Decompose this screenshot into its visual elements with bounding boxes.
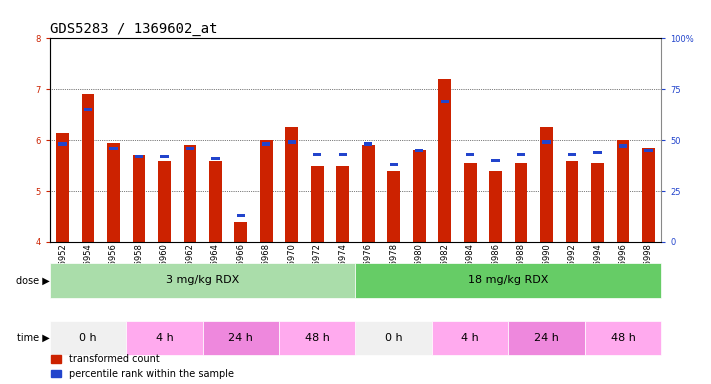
Bar <box>135 155 143 158</box>
Bar <box>84 108 92 111</box>
Text: time ▶: time ▶ <box>17 333 50 343</box>
Bar <box>279 321 356 355</box>
Bar <box>50 321 127 355</box>
Bar <box>336 166 349 242</box>
Bar <box>183 145 196 242</box>
Bar <box>58 142 67 146</box>
Bar <box>616 140 629 242</box>
Bar <box>517 152 525 156</box>
Bar <box>438 79 451 242</box>
Bar <box>566 161 579 242</box>
Bar <box>235 222 247 242</box>
Text: 3 mg/kg RDX: 3 mg/kg RDX <box>166 275 240 285</box>
Bar <box>186 147 194 150</box>
Text: 0 h: 0 h <box>385 333 402 343</box>
Text: 24 h: 24 h <box>228 333 253 343</box>
Bar <box>203 321 279 355</box>
Bar <box>642 148 655 242</box>
Bar <box>594 151 602 154</box>
Bar <box>466 152 474 156</box>
Text: 4 h: 4 h <box>461 333 479 343</box>
Bar <box>568 152 576 156</box>
Bar <box>311 166 324 242</box>
Bar <box>313 152 321 156</box>
Text: 0 h: 0 h <box>79 333 97 343</box>
Bar <box>515 163 528 242</box>
Bar <box>56 132 69 242</box>
Bar <box>237 214 245 217</box>
Bar <box>356 263 661 298</box>
Text: 24 h: 24 h <box>534 333 559 343</box>
Bar <box>132 156 145 242</box>
Bar <box>158 161 171 242</box>
Bar <box>209 161 222 242</box>
Bar <box>432 321 508 355</box>
Bar <box>338 152 347 156</box>
Bar <box>364 142 373 146</box>
Bar <box>260 140 273 242</box>
Bar <box>390 163 398 166</box>
Text: dose ▶: dose ▶ <box>16 275 50 285</box>
Text: 48 h: 48 h <box>305 333 330 343</box>
Bar <box>160 155 169 158</box>
Bar <box>262 142 270 146</box>
Bar <box>489 170 502 242</box>
Bar <box>491 159 500 162</box>
Bar <box>644 149 653 152</box>
Bar <box>285 127 298 242</box>
Bar <box>415 149 423 152</box>
Legend: transformed count, percentile rank within the sample: transformed count, percentile rank withi… <box>48 350 237 383</box>
Bar <box>211 157 220 160</box>
Bar <box>584 321 661 355</box>
Bar <box>441 100 449 103</box>
Bar <box>508 321 584 355</box>
Bar <box>50 263 356 298</box>
Text: 18 mg/kg RDX: 18 mg/kg RDX <box>468 275 549 285</box>
Bar <box>356 321 432 355</box>
Bar <box>82 94 95 242</box>
Bar <box>464 163 476 242</box>
Bar <box>107 143 120 242</box>
Bar <box>127 321 203 355</box>
Text: 48 h: 48 h <box>611 333 636 343</box>
Bar <box>109 147 117 150</box>
Text: GDS5283 / 1369602_at: GDS5283 / 1369602_at <box>50 22 218 36</box>
Bar <box>542 141 551 144</box>
Bar <box>387 170 400 242</box>
Bar <box>591 163 604 242</box>
Bar <box>288 141 296 144</box>
Bar <box>619 144 627 148</box>
Bar <box>362 145 375 242</box>
Text: 4 h: 4 h <box>156 333 173 343</box>
Bar <box>413 151 426 242</box>
Bar <box>540 127 553 242</box>
